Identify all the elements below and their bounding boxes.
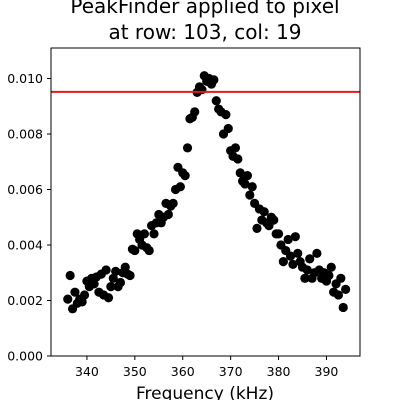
data-point: [312, 248, 322, 258]
data-point: [120, 262, 130, 272]
data-point: [293, 248, 303, 258]
data-point: [89, 279, 99, 289]
data-point: [70, 287, 80, 297]
data-point: [290, 232, 300, 242]
x-tick-label: 380: [267, 364, 291, 379]
data-point: [115, 277, 126, 288]
data-point: [211, 96, 221, 106]
data-point: [168, 198, 178, 208]
data-point: [326, 262, 336, 272]
data-point: [223, 123, 233, 134]
data-point: [235, 168, 245, 178]
data-point: [240, 179, 250, 189]
data-point: [242, 171, 253, 181]
x-tick-label: 360: [171, 364, 195, 379]
data-point: [341, 284, 351, 295]
data-point: [230, 143, 241, 153]
data-point: [65, 270, 75, 281]
data-point: [324, 270, 334, 281]
data-point: [285, 251, 296, 261]
data-point: [125, 270, 135, 281]
data-point: [233, 154, 243, 164]
x-tick-label: 390: [315, 364, 339, 379]
x-axis-label: Frequency (kHz): [136, 384, 274, 400]
data-point: [180, 171, 190, 181]
data-point: [103, 293, 114, 303]
data-point: [273, 229, 284, 239]
data-point: [175, 182, 185, 192]
y-tick-label: 0.008: [7, 127, 43, 142]
data-point: [333, 290, 344, 300]
data-point: [163, 209, 173, 220]
data-point: [149, 229, 159, 239]
data-point: [144, 245, 154, 256]
data-point: [247, 182, 257, 192]
plot-area: [51, 71, 360, 314]
data-point: [79, 290, 90, 300]
data-point: [305, 254, 315, 264]
data-point: [245, 190, 255, 200]
data-point: [63, 294, 73, 304]
data-point: [106, 282, 116, 292]
data-point: [130, 245, 140, 256]
x-tick-label: 350: [123, 364, 147, 379]
data-point: [101, 265, 111, 275]
data-point: [278, 257, 288, 267]
chart-title-line-2: at row: 103, col: 19: [108, 20, 301, 44]
data-point: [338, 302, 348, 313]
x-tick-label: 340: [75, 364, 99, 379]
plot-contents: [51, 71, 360, 314]
data-point: [269, 215, 279, 225]
data-point: [139, 229, 150, 239]
data-point: [77, 297, 87, 307]
y-tick-label: 0.004: [7, 238, 43, 253]
data-point: [288, 259, 298, 270]
data-point: [283, 234, 293, 245]
data-point: [190, 107, 200, 117]
data-point: [336, 273, 346, 283]
data-point: [111, 266, 121, 276]
data-point: [252, 223, 262, 233]
axes-frame: [50, 47, 361, 357]
data-point: [108, 273, 118, 283]
y-tick-label: 0.006: [7, 182, 43, 197]
y-tick-label: 0.010: [7, 71, 43, 86]
x-tick-label: 370: [219, 364, 243, 379]
y-tick-label: 0.000: [7, 349, 43, 364]
data-point: [182, 143, 193, 153]
data-point: [221, 109, 231, 120]
axes: 340 350 360 370 380 390 0.000 0.002 0.004 0.006 0.…: [7, 47, 361, 379]
data-point: [300, 273, 310, 283]
data-point: [302, 265, 312, 275]
chart-title-line-1: PeakFinder applied to pixel: [70, 0, 339, 18]
data-point: [197, 85, 207, 95]
data-point: [259, 207, 269, 217]
data-point: [209, 75, 219, 85]
y-tick-label: 0.002: [7, 293, 43, 308]
